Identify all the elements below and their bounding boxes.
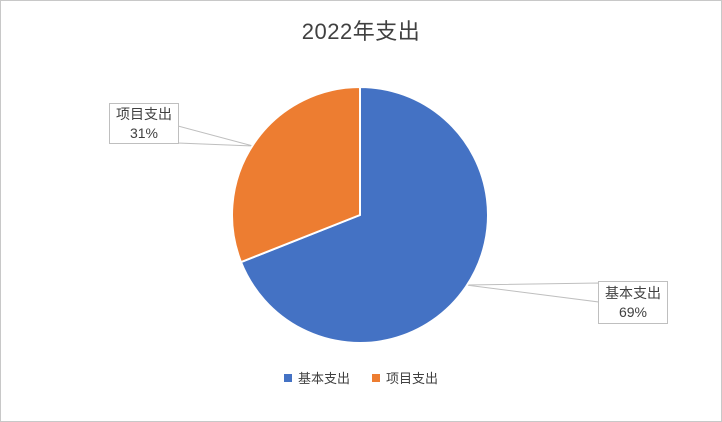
legend-swatch-basic bbox=[283, 373, 292, 382]
data-label-basic[interactable]: 基本支出 69% bbox=[598, 281, 668, 324]
pie bbox=[231, 86, 489, 344]
legend: 基本支出 项目支出 bbox=[1, 368, 721, 387]
data-label-project[interactable]: 项目支出 31% bbox=[109, 103, 179, 144]
data-label-project-name: 项目支出 bbox=[116, 105, 172, 122]
callout-leader-project bbox=[177, 125, 254, 147]
legend-label-project: 项目支出 bbox=[386, 371, 439, 386]
pie-slice-project-expenditure[interactable] bbox=[231, 86, 361, 264]
data-label-project-percent: 31% bbox=[129, 124, 159, 141]
callout-leader-basic bbox=[465, 282, 600, 303]
data-label-basic-name: 基本支出 bbox=[605, 284, 661, 301]
legend-swatch-project bbox=[372, 373, 380, 382]
data-label-basic-percent: 69% bbox=[618, 303, 648, 320]
chart-title: 2022年支出 bbox=[301, 19, 421, 44]
legend-item-basic[interactable]: 基本支出 bbox=[283, 368, 350, 387]
pie-slice-basic-expenditure[interactable] bbox=[239, 86, 489, 344]
legend-label-basic: 基本支出 bbox=[297, 371, 350, 386]
legend-item-project[interactable]: 项目支出 bbox=[372, 368, 438, 387]
